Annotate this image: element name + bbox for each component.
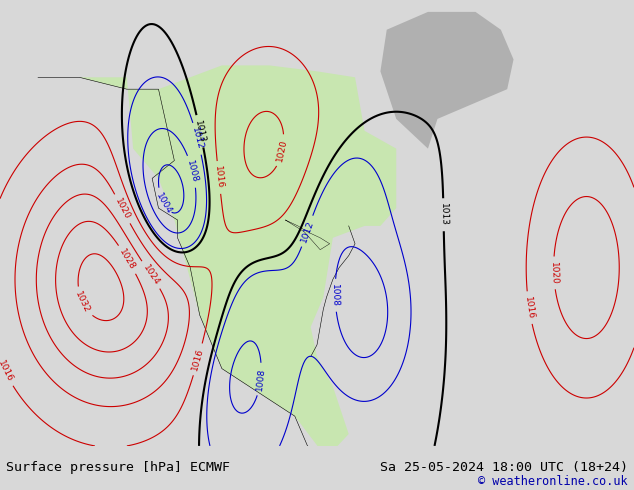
Polygon shape [380, 12, 514, 148]
Text: Sa 25-05-2024 18:00 UTC (18+24): Sa 25-05-2024 18:00 UTC (18+24) [380, 462, 628, 474]
Text: 1016: 1016 [213, 166, 224, 189]
Text: © weatheronline.co.uk: © weatheronline.co.uk [478, 475, 628, 488]
Text: 1008: 1008 [330, 284, 340, 307]
Text: 1032: 1032 [74, 290, 92, 315]
Polygon shape [38, 65, 396, 458]
Text: 1016: 1016 [190, 347, 205, 372]
Text: 1013: 1013 [439, 203, 448, 226]
Text: 1013: 1013 [193, 119, 207, 144]
Text: 1012: 1012 [190, 126, 205, 151]
Text: 1016: 1016 [0, 359, 14, 384]
Text: 1020: 1020 [549, 261, 559, 285]
Text: 1004: 1004 [154, 191, 173, 216]
Text: 1020: 1020 [276, 139, 289, 163]
Text: 1028: 1028 [118, 247, 137, 271]
Text: 1008: 1008 [185, 159, 200, 184]
Text: 1012: 1012 [299, 219, 315, 244]
Text: 1016: 1016 [523, 295, 535, 320]
Text: 1024: 1024 [141, 263, 161, 287]
Text: Surface pressure [hPa] ECMWF: Surface pressure [hPa] ECMWF [6, 462, 230, 474]
Text: 1008: 1008 [255, 368, 266, 391]
Text: 1020: 1020 [113, 196, 132, 221]
